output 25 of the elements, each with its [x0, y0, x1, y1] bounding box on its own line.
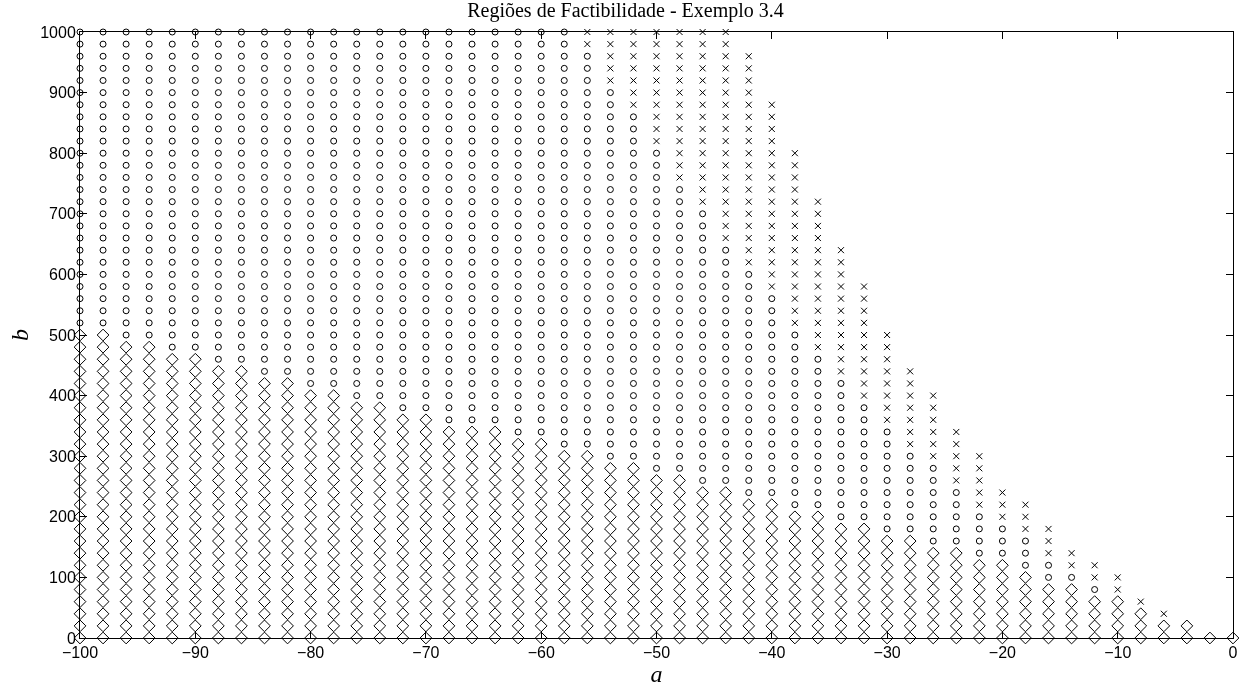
y-tick-label: 0	[66, 629, 76, 647]
x-tick-label: −20	[988, 644, 1017, 662]
x-tick-label: −40	[758, 644, 786, 662]
x-tick-label: −100	[61, 644, 99, 662]
x-tick-label: 0	[1228, 644, 1238, 662]
y-tick-label: 600	[49, 266, 76, 283]
x-tick-label: −30	[873, 644, 901, 662]
y-tick-label: 700	[49, 205, 76, 223]
x-axis-title: a	[650, 661, 663, 688]
y-tick-label: 100	[49, 569, 76, 586]
x-tick-label: −90	[181, 644, 209, 662]
y-tick-label: 1000	[40, 23, 76, 41]
x-tick-label: −70	[412, 644, 440, 662]
x-tick-label: −60	[527, 644, 555, 662]
y-tick-label: 900	[49, 84, 76, 102]
y-axis-title: b	[7, 329, 34, 341]
y-tick-label: 500	[49, 326, 76, 344]
y-tick-label: 300	[49, 447, 76, 465]
x-tick-label: −10	[1104, 644, 1132, 662]
chart-title: Regiões de Factibilidade - Exemplo 3.4	[467, 0, 784, 23]
y-tick-label: 800	[49, 144, 76, 162]
x-tick-label: −50	[642, 644, 671, 662]
x-tick-label: −80	[297, 644, 325, 662]
y-tick-label: 400	[49, 387, 76, 405]
y-tick-label: 200	[49, 508, 76, 526]
